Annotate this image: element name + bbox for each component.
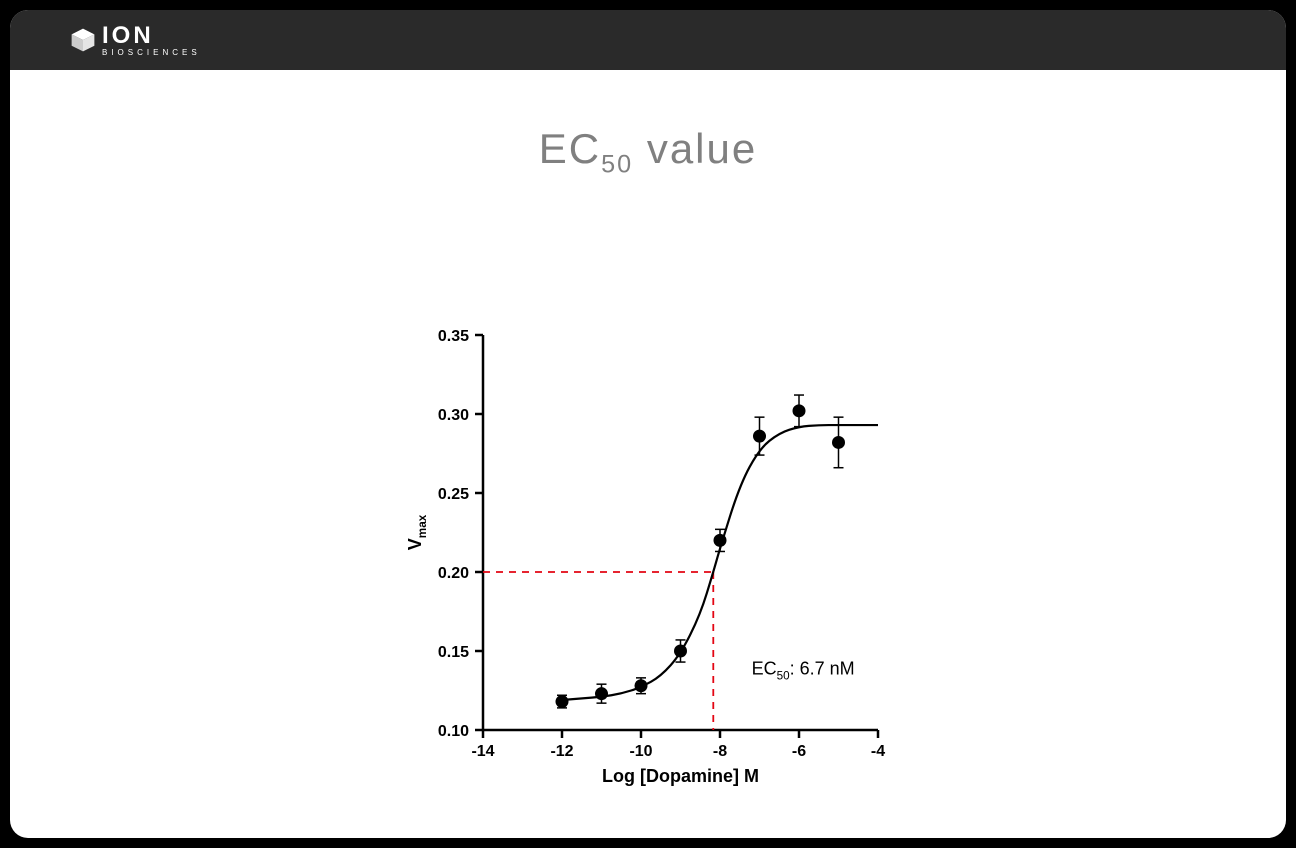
brand-name-sub: BIOSCIENCES bbox=[102, 49, 201, 57]
x-tick-label: -6 bbox=[792, 743, 806, 760]
slide-content: EC50 value -14 -12 -10 -8 -6 -4 0.10 0.15 0.20 0.… bbox=[10, 125, 1286, 838]
x-tick-label: -14 bbox=[471, 743, 494, 760]
title-suffix: value bbox=[633, 125, 757, 172]
y-tick-label: 0.10 bbox=[438, 723, 469, 740]
brand-logo: ION BIOSCIENCES bbox=[70, 24, 201, 57]
y-tick-label: 0.15 bbox=[438, 644, 469, 661]
brand-name-main: ION bbox=[102, 24, 201, 48]
x-tick-label: -4 bbox=[871, 743, 885, 760]
slide-title: EC50 value bbox=[10, 125, 1286, 179]
x-tick-label: -12 bbox=[550, 743, 573, 760]
y-tick-label: 0.20 bbox=[438, 565, 469, 582]
y-axis-label: Vmax bbox=[405, 514, 429, 550]
data-point bbox=[793, 404, 806, 417]
data-point bbox=[674, 645, 687, 658]
data-point bbox=[635, 679, 648, 692]
data-point bbox=[595, 687, 608, 700]
y-tick-label: 0.35 bbox=[438, 328, 469, 345]
title-subscript: 50 bbox=[601, 150, 633, 178]
data-point bbox=[753, 430, 766, 443]
title-prefix: EC bbox=[539, 125, 601, 172]
chart-container: -14 -12 -10 -8 -6 -4 0.10 0.15 0.20 0.25 0.30 0.35 L… bbox=[388, 315, 908, 835]
brand-text: ION BIOSCIENCES bbox=[102, 24, 201, 57]
data-point bbox=[556, 695, 569, 708]
x-tick-label: -10 bbox=[629, 743, 652, 760]
x-tick-label: -8 bbox=[713, 743, 727, 760]
data-point bbox=[832, 436, 845, 449]
data-point bbox=[714, 534, 727, 547]
header-bar: ION BIOSCIENCES bbox=[10, 10, 1286, 70]
slide-card: ION BIOSCIENCES EC50 value -14 -12 -10 -8 -6… bbox=[10, 10, 1286, 838]
ec50-annotation: EC50: 6.7 nM bbox=[752, 659, 855, 683]
dose-response-chart: -14 -12 -10 -8 -6 -4 0.10 0.15 0.20 0.25 0.30 0.35 L… bbox=[388, 315, 908, 835]
y-tick-label: 0.30 bbox=[438, 407, 469, 424]
cube-icon bbox=[70, 27, 96, 53]
y-tick-label: 0.25 bbox=[438, 486, 469, 503]
x-axis-label: Log [Dopamine] M bbox=[602, 766, 759, 786]
